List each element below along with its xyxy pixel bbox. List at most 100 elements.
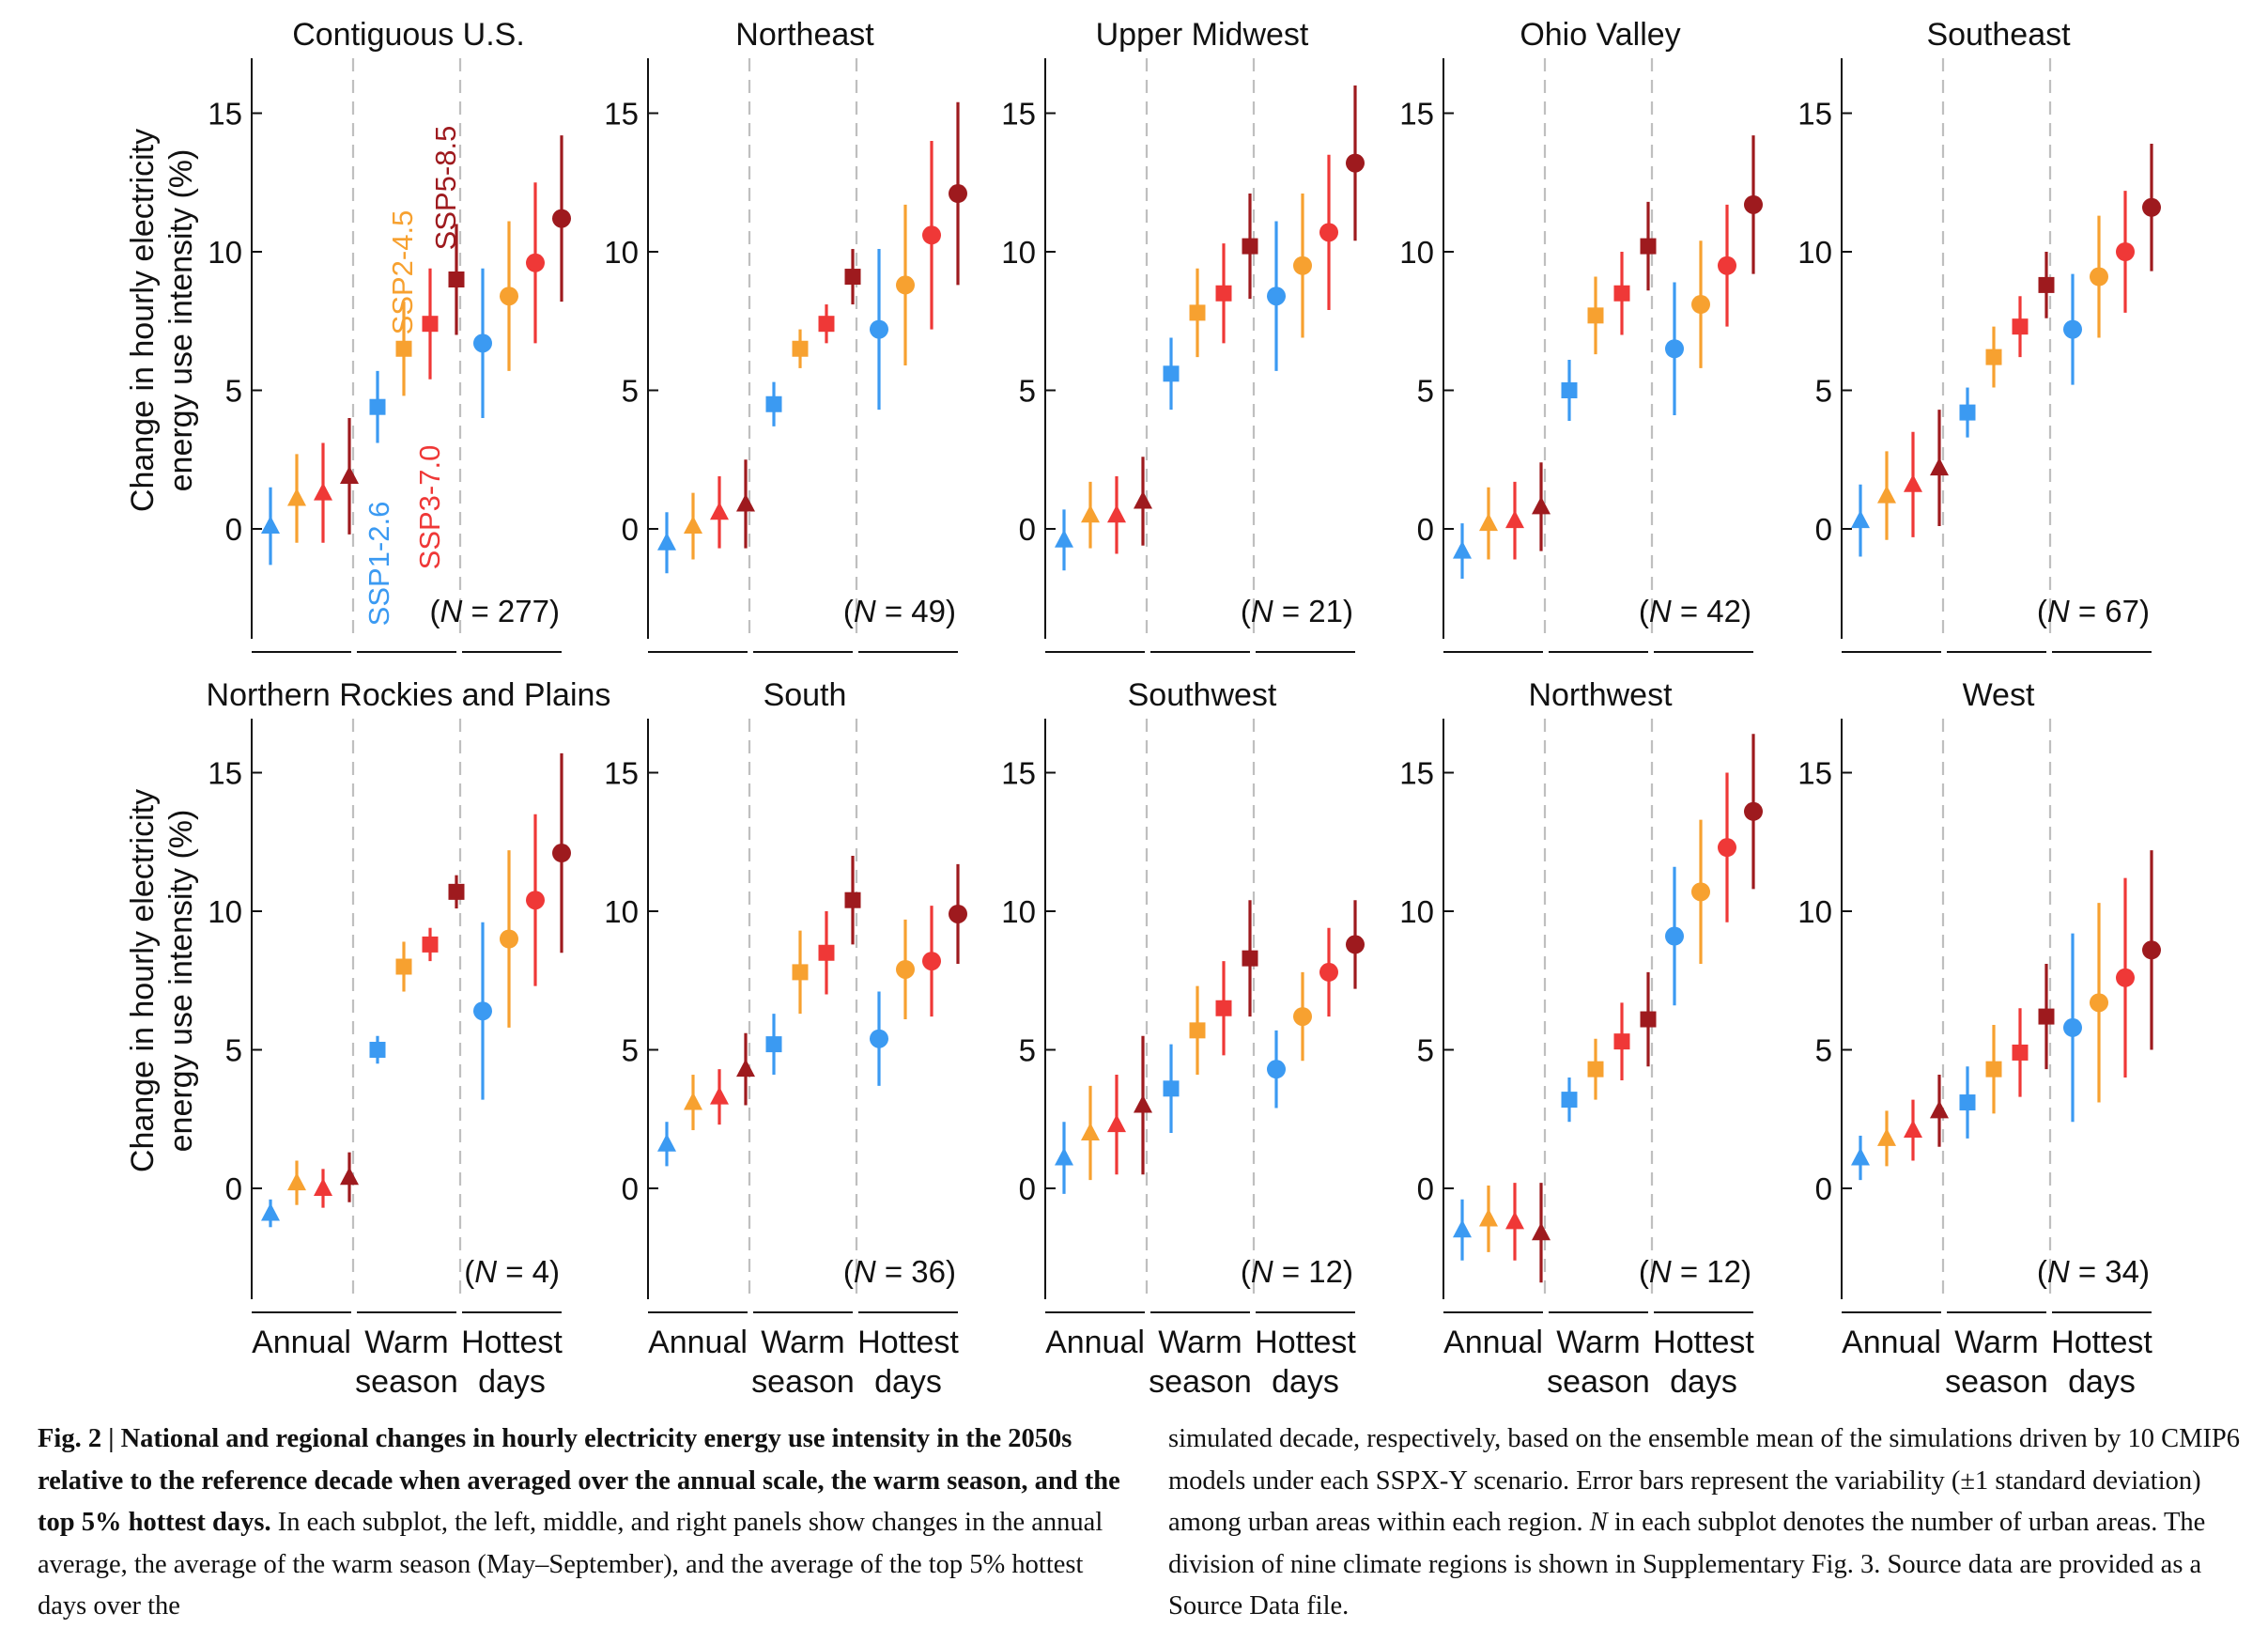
marker-circle-ssp126 (1267, 287, 1286, 306)
marker-square-ssp126 (1163, 1080, 1180, 1097)
marker-circle-ssp585 (1744, 194, 1763, 214)
n-count-label: (N = 49) (843, 594, 956, 628)
marker-triangle-ssp585 (1532, 1222, 1551, 1241)
marker-square-ssp126 (765, 1036, 782, 1053)
marker-square-ssp585 (448, 271, 465, 287)
marker-circle-ssp126 (1665, 339, 1684, 359)
x-category-label: Annual (1842, 1325, 1941, 1360)
x-category-label: days (2068, 1364, 2136, 1400)
x-category-label: days (1670, 1364, 1737, 1400)
x-category-label: Warm (1556, 1325, 1640, 1360)
marker-triangle-ssp126 (1453, 1219, 1472, 1238)
marker-circle-ssp245 (2090, 993, 2108, 1013)
marker-circle-ssp370 (1319, 223, 1338, 242)
marker-circle-ssp585 (949, 904, 967, 923)
marker-circle-ssp585 (2142, 197, 2161, 217)
marker-square-ssp585 (448, 883, 465, 900)
caption-right-text-1: simulated decade, respectively, based on… (1168, 1424, 2241, 1537)
marker-triangle-ssp370 (710, 1086, 729, 1105)
y-axis-label: Change in hourly electricity (125, 129, 161, 512)
marker-square-ssp585 (844, 892, 861, 908)
y-tick-label: 10 (1001, 235, 1036, 270)
y-tick-label: 5 (622, 1033, 639, 1068)
y-tick-label: 15 (1399, 756, 1434, 791)
n-count-label: (N = 34) (2037, 1254, 2150, 1289)
marker-square-ssp370 (1215, 1000, 1232, 1016)
marker-square-ssp245 (1985, 349, 2002, 365)
caption-right-text-2: in each subplot denotes the number of ur… (1168, 1508, 2206, 1620)
marker-triangle-ssp126 (1851, 510, 1870, 529)
n-count-label: (N = 12) (1241, 1254, 1353, 1289)
marker-square-ssp245 (395, 958, 412, 975)
panel-3: Upper Midwest 0 5 10 15 (N = 21) (1001, 17, 1365, 653)
marker-circle-ssp245 (1691, 882, 1710, 902)
y-tick-label: 0 (622, 1171, 639, 1206)
marker-triangle-ssp245 (1081, 504, 1100, 523)
y-tick-label: 10 (604, 235, 639, 270)
marker-triangle-ssp585 (340, 465, 359, 484)
marker-triangle-ssp370 (1505, 510, 1524, 529)
marker-circle-ssp585 (2142, 940, 2161, 960)
y-tick-label: 10 (1399, 894, 1434, 929)
y-tick-label: 10 (1797, 894, 1832, 929)
y-tick-label: 0 (225, 1171, 242, 1206)
panel-title: Contiguous U.S. (292, 17, 525, 53)
y-tick-label: 5 (1019, 374, 1036, 409)
marker-triangle-ssp370 (1107, 504, 1126, 523)
panel-title: South (764, 677, 847, 713)
y-axis-label: Change in hourly electricity (125, 789, 161, 1172)
n-count-label: (N = 67) (2037, 594, 2150, 628)
marker-triangle-ssp245 (1081, 1123, 1100, 1140)
marker-triangle-ssp126 (1055, 1147, 1073, 1166)
marker-square-ssp370 (2012, 318, 2029, 335)
legend-label-ssp370: SSP3-7.0 (413, 445, 446, 570)
panel-10: West 0 5 10 15 (N = 34) Annual Warm seasonHottes… (1797, 677, 2161, 1400)
panel-6: Northern Rockies and Plains 0 5 10 15 (N = 4)… (125, 677, 610, 1400)
x-category-label: days (874, 1364, 942, 1400)
marker-triangle-ssp585 (736, 493, 755, 512)
marker-square-ssp585 (1242, 238, 1258, 255)
marker-circle-ssp245 (896, 959, 915, 979)
caption-right-column: simulated decade, respectively, based on… (1168, 1419, 2267, 1628)
x-category-label: Annual (1443, 1325, 1543, 1360)
marker-circle-ssp245 (1691, 295, 1710, 315)
marker-triangle-ssp370 (314, 1178, 332, 1196)
marker-square-ssp245 (1587, 1061, 1604, 1078)
marker-triangle-ssp585 (736, 1059, 755, 1078)
marker-square-ssp370 (422, 316, 439, 333)
marker-triangle-ssp126 (1453, 540, 1472, 559)
n-count-label: (N = 36) (843, 1254, 956, 1289)
marker-circle-ssp126 (870, 1029, 888, 1048)
marker-square-ssp126 (1561, 1092, 1578, 1109)
marker-square-ssp245 (792, 964, 809, 981)
marker-circle-ssp585 (1346, 153, 1365, 173)
marker-square-ssp126 (1163, 365, 1180, 382)
marker-triangle-ssp126 (1851, 1147, 1870, 1166)
marker-circle-ssp245 (1293, 256, 1312, 275)
x-category-label: Annual (1045, 1325, 1145, 1360)
panel-title: Northwest (1528, 677, 1673, 713)
marker-square-ssp585 (2038, 276, 2055, 293)
y-tick-label: 15 (1797, 756, 1832, 791)
marker-triangle-ssp370 (710, 502, 729, 520)
marker-circle-ssp370 (922, 952, 941, 971)
marker-square-ssp585 (2038, 1008, 2055, 1025)
marker-triangle-ssp126 (657, 532, 676, 550)
marker-triangle-ssp126 (657, 1133, 676, 1152)
marker-circle-ssp126 (870, 319, 888, 339)
caption-title: Fig. 2 | National and regional changes i… (38, 1424, 1120, 1537)
marker-circle-ssp370 (1718, 838, 1736, 858)
y-tick-label: 5 (225, 374, 242, 409)
marker-circle-ssp370 (1718, 256, 1736, 275)
marker-circle-ssp126 (473, 1001, 492, 1021)
y-tick-label: 10 (208, 235, 242, 270)
x-category-label: season (1547, 1364, 1650, 1400)
marker-square-ssp126 (1561, 382, 1578, 398)
marker-square-ssp245 (1587, 307, 1604, 324)
marker-triangle-ssp126 (1055, 529, 1073, 548)
y-tick-label: 5 (1019, 1033, 1036, 1068)
marker-circle-ssp126 (2063, 319, 2082, 339)
marker-triangle-ssp370 (1505, 1211, 1524, 1230)
marker-triangle-ssp245 (684, 1092, 702, 1110)
x-category-label: Warm (364, 1325, 448, 1360)
